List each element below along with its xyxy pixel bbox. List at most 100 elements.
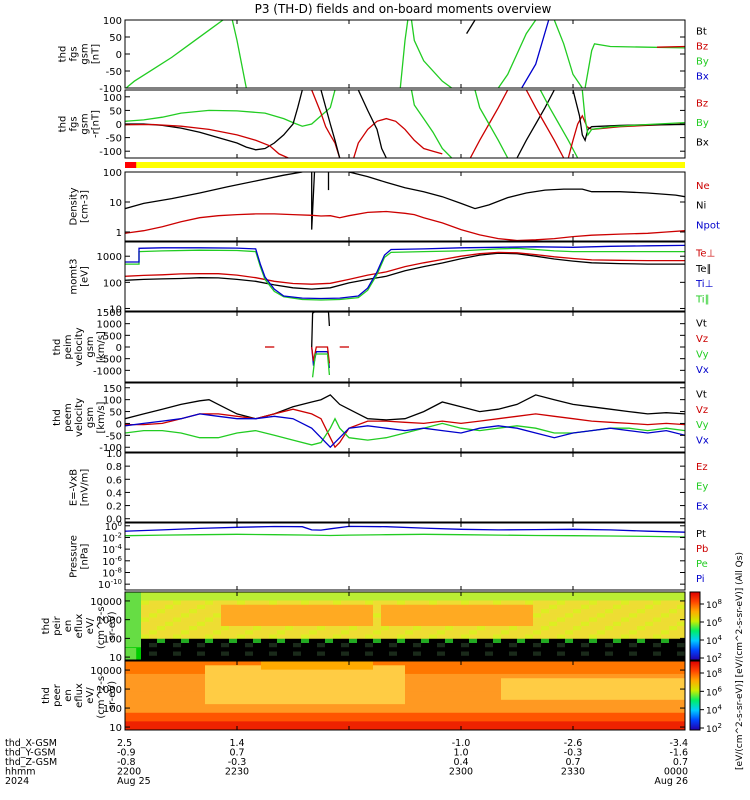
spectrogram-cell xyxy=(229,596,238,602)
spectrogram-cell xyxy=(581,691,590,697)
orbit-bar-yellow xyxy=(125,162,685,168)
spectrogram-cell xyxy=(437,643,446,648)
spectrogram-cell xyxy=(365,592,374,597)
legend-entry: Bz xyxy=(696,99,708,110)
spectrogram-cell xyxy=(613,647,622,653)
spectrogram-cell xyxy=(509,721,518,727)
spectrogram-cell xyxy=(661,669,670,675)
spectrogram-cell xyxy=(421,655,430,660)
spectrogram-cell xyxy=(293,665,302,671)
spectrogram-cell xyxy=(629,600,638,606)
spectrogram-cell xyxy=(165,678,174,684)
colorbar-tick-label: 106 xyxy=(706,616,722,629)
spectrogram-cell xyxy=(325,695,334,701)
spectrogram-cell xyxy=(301,678,310,684)
spectrogram-cell xyxy=(437,661,446,666)
spectrogram-cell xyxy=(565,708,574,714)
spectrogram-cell xyxy=(621,678,630,684)
spectrogram-cell xyxy=(277,630,286,636)
spectrogram-cell xyxy=(501,600,510,606)
spectrogram-cell xyxy=(549,704,558,710)
spectrogram-cell xyxy=(589,596,598,602)
spectrogram-cell xyxy=(429,661,438,666)
spectrogram-cell xyxy=(229,609,238,614)
spectrogram-cell xyxy=(301,725,310,730)
spectrogram-cell xyxy=(245,638,254,644)
spectrogram-cell xyxy=(285,717,294,722)
spectrogram-cell xyxy=(205,651,214,657)
spectrogram-cell xyxy=(181,686,190,692)
spectrogram-cell xyxy=(261,704,270,710)
spectrogram-cell xyxy=(317,699,326,705)
spectrogram-cell xyxy=(589,634,598,640)
spectrogram-cell xyxy=(445,721,454,727)
spectrogram-cell xyxy=(365,621,374,627)
spectrogram-cell xyxy=(205,638,214,644)
spectrogram-cell xyxy=(669,630,678,636)
spectrogram-cell xyxy=(157,669,166,675)
spectrogram-cell xyxy=(269,617,278,623)
spectrogram-cell xyxy=(653,699,662,705)
spectrogram-cell xyxy=(389,712,398,718)
spectrogram-cell xyxy=(541,725,550,730)
spectrogram-cell xyxy=(533,630,542,636)
spectrogram-cell xyxy=(533,682,542,688)
spectrogram-cell xyxy=(285,634,294,640)
spectrogram-cell xyxy=(549,725,558,730)
spectrogram-cell xyxy=(261,721,270,727)
spectrogram-cell xyxy=(269,661,278,666)
spectrogram-cell xyxy=(437,686,446,692)
spectrogram-cell xyxy=(229,686,238,692)
spectrogram-cell xyxy=(541,661,550,666)
spectrogram-cell xyxy=(669,613,678,619)
y-tick-label: 1000 xyxy=(97,685,122,696)
spectrogram-cell xyxy=(541,647,550,653)
spectrogram-cell xyxy=(493,699,502,705)
spectrogram-cell xyxy=(597,638,606,644)
spectrogram-cell xyxy=(509,609,518,614)
spectrogram-cell xyxy=(405,655,414,660)
spectrogram-cell xyxy=(549,617,558,623)
x-axis-value: -0.3 xyxy=(564,748,583,759)
spectrogram-cell xyxy=(285,630,294,636)
orbit-bar-red xyxy=(125,162,137,168)
spectrogram-cell xyxy=(309,638,318,644)
spectrogram-cell xyxy=(325,655,334,660)
spectrogram-cell xyxy=(629,686,638,692)
spectrogram-cell xyxy=(173,655,182,660)
spectrogram-cell xyxy=(629,604,638,610)
spectrogram-cell xyxy=(213,695,222,701)
spectrogram-cell xyxy=(669,617,678,623)
spectrogram-cell xyxy=(573,708,582,714)
spectrogram-cell xyxy=(309,678,318,684)
spectrogram-cell xyxy=(365,708,374,714)
spectrogram-cell xyxy=(269,643,278,648)
spectrogram-cell xyxy=(149,651,158,657)
spectrogram-cell xyxy=(229,630,238,636)
spectrogram-cell xyxy=(669,712,678,718)
spectrogram-cell xyxy=(365,717,374,722)
spectrogram-cell xyxy=(549,643,558,648)
y-axis-label: thd xyxy=(52,409,63,426)
spectrogram-cell xyxy=(541,613,550,619)
spectrogram-cell xyxy=(373,725,382,730)
spectrogram-cell xyxy=(397,634,406,640)
spectrogram-cell xyxy=(373,630,382,636)
spectrogram-cell xyxy=(421,630,430,636)
spectrogram-cell xyxy=(277,717,286,722)
legend-entry: Vy xyxy=(696,420,709,431)
spectrogram-cell xyxy=(573,651,582,657)
spectrogram-cell xyxy=(133,638,142,644)
spectrogram-cell xyxy=(389,647,398,653)
series-line xyxy=(125,394,685,421)
spectrogram-cell xyxy=(221,592,230,597)
spectrogram-cell xyxy=(181,604,190,610)
spectrogram-cell xyxy=(485,704,494,710)
spectrogram-cell xyxy=(381,725,390,730)
spectrogram-cell xyxy=(629,634,638,640)
spectrogram-cell xyxy=(333,604,342,610)
spectrogram-cell xyxy=(469,725,478,730)
spectrogram-cell xyxy=(133,678,142,684)
spectrogram-cell xyxy=(381,647,390,653)
spectrogram-cell xyxy=(429,651,438,657)
